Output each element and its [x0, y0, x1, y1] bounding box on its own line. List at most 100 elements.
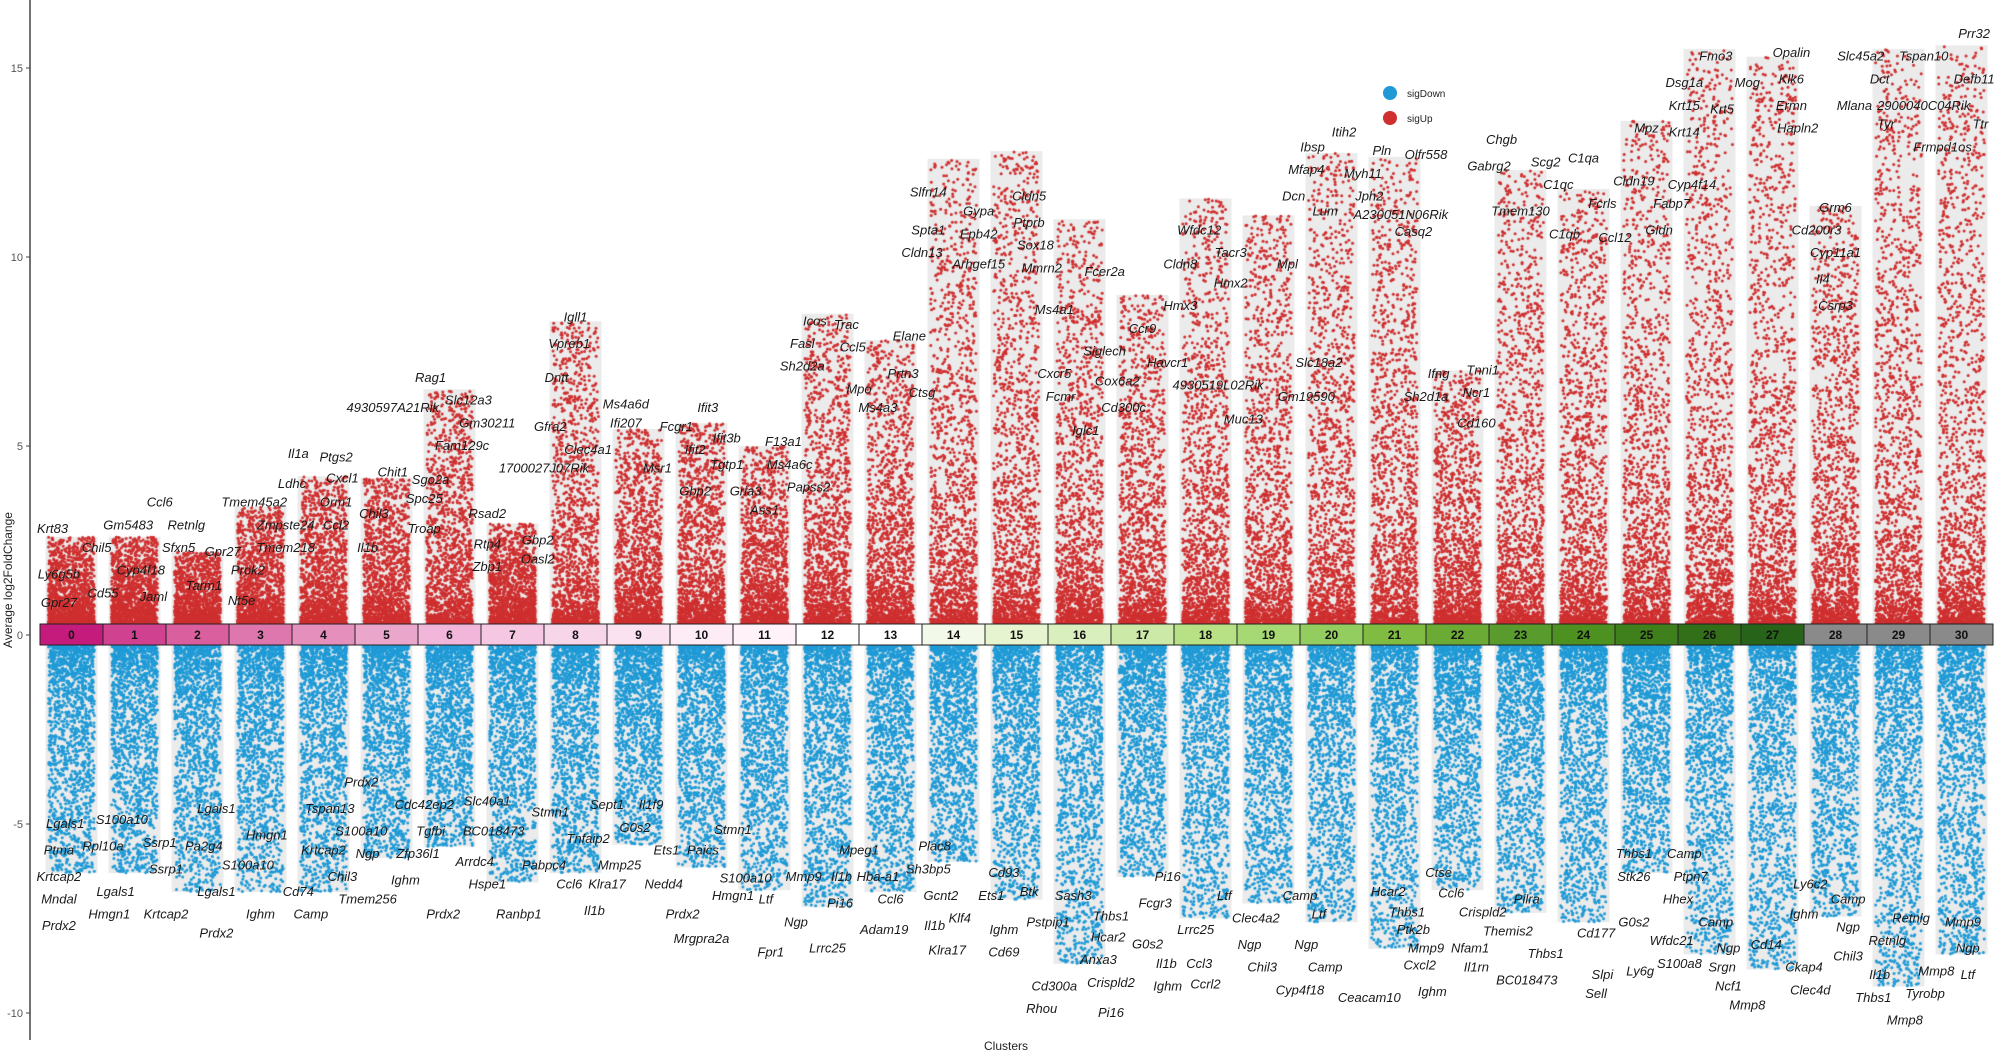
gene-label: Ccrl2 — [1190, 976, 1221, 991]
gene-label: Ly6g — [1626, 963, 1655, 978]
gene-label: 4930519L02Rik — [1173, 378, 1266, 393]
gene-label: Wfdc12 — [1177, 223, 1222, 238]
gene-label: Fmo3 — [1699, 49, 1733, 64]
gene-label: Camp — [1308, 960, 1343, 975]
gene-label: Ngp — [356, 846, 380, 861]
gene-label: Klf4 — [949, 911, 971, 926]
gene-label: Mmrn2 — [1021, 260, 1062, 275]
gene-label: Camp — [294, 907, 329, 922]
gene-label: Cldn19 — [1613, 173, 1654, 188]
gene-label: Ssrp1 — [143, 835, 177, 850]
cluster-21-label: 21 — [1388, 628, 1402, 642]
gene-label: Ltf — [1312, 907, 1328, 922]
cluster-12-label: 12 — [821, 628, 835, 642]
gene-label: Prdx2 — [666, 907, 701, 922]
gene-label: Tspan10 — [1899, 49, 1949, 64]
cluster-26-label: 26 — [1703, 628, 1717, 642]
gene-label: Klra17 — [928, 942, 966, 957]
gene-label: Elane — [893, 328, 926, 343]
gene-label: Plac8 — [918, 839, 951, 854]
gene-label: Tyrobp — [1905, 986, 1945, 1001]
gene-label: 1700027J07Rik — [499, 461, 591, 476]
gene-label: Msr1 — [643, 461, 672, 476]
gene-label: Fcmr — [1046, 389, 1076, 404]
gene-label: Ncr1 — [1463, 385, 1490, 400]
gene-label: Hba-a1 — [857, 869, 900, 884]
gene-label: Fcrls — [1588, 196, 1617, 211]
gene-label: Ms4a6c — [767, 457, 813, 472]
gene-label: Chgb — [1486, 132, 1517, 147]
gene-label: Hmgn1 — [246, 827, 288, 842]
gene-label: Prdx2 — [199, 926, 234, 941]
y-tick-label: 10 — [11, 252, 23, 264]
gene-label: Cd93 — [988, 865, 1020, 880]
gene-label: Cd14 — [1751, 937, 1782, 952]
gene-label: Thbs1 — [1528, 946, 1564, 961]
gene-label: Gm5483 — [103, 517, 154, 532]
y-tick-label: 0 — [17, 630, 23, 642]
gene-label: Lgals1 — [96, 884, 134, 899]
gene-label: Thbs1 — [1616, 846, 1652, 861]
gene-label: G0s2 — [1132, 937, 1164, 952]
gene-label: Hhex — [1663, 892, 1694, 907]
gene-label: C1qc — [1543, 177, 1574, 192]
gene-label: Camp — [1283, 888, 1318, 903]
gene-label: Tmem256 — [338, 892, 397, 907]
gene-label: Sgo2a — [412, 472, 450, 487]
gene-label: Ltf — [759, 892, 775, 907]
gene-label: Prr32 — [1958, 26, 1991, 41]
gene-label: Slpi — [1592, 967, 1615, 982]
gene-label: Prok2 — [231, 563, 266, 578]
gene-label: Paics — [687, 842, 719, 857]
gene-label: Sh2d1a — [1404, 389, 1449, 404]
gene-label: Crispld2 — [1459, 905, 1507, 920]
gene-label: Cd74 — [283, 884, 314, 899]
gene-label: Cd69 — [988, 945, 1019, 960]
gene-label: Sox18 — [1017, 238, 1055, 253]
gene-label: Papss2 — [787, 480, 831, 495]
gene-label: Ceacam10 — [1338, 990, 1402, 1005]
gene-label: Ly6c2 — [1793, 876, 1828, 891]
y-tick-label: -10 — [7, 1008, 23, 1020]
gene-label: Krt83 — [37, 521, 69, 536]
gene-label: Ccl6 — [1438, 886, 1465, 901]
gene-label: Ighm — [1790, 907, 1819, 922]
gene-label: Mmp9 — [1945, 914, 1981, 929]
gene-label: Retnlg — [1869, 933, 1907, 948]
gene-label: Ifit3b — [713, 430, 741, 445]
cluster-25-label: 25 — [1640, 628, 1654, 642]
gene-label: A230051N06Rik — [1352, 207, 1449, 222]
gene-label: Ms4a3 — [858, 400, 898, 415]
gene-label: Lum — [1313, 204, 1338, 219]
y-tick-label: 15 — [11, 63, 23, 75]
gene-label: Slc40a1 — [464, 793, 511, 808]
gene-label: Gpr27 — [205, 544, 242, 559]
gene-label: Cxcr5 — [1037, 366, 1072, 381]
gene-label: Camp — [1667, 846, 1702, 861]
cluster-8-label: 8 — [572, 628, 579, 642]
cluster-3-label: 3 — [257, 628, 264, 642]
gene-label: Cd200r3 — [1792, 223, 1843, 238]
gene-label: Defb11 — [1954, 71, 1995, 86]
gene-label: Il1a — [288, 446, 309, 461]
gene-label: Pstpip1 — [1026, 914, 1069, 929]
gene-label: Hcar2 — [1371, 884, 1406, 899]
gene-label: Klk6 — [1779, 71, 1805, 86]
gene-label: Pilra — [1514, 892, 1540, 907]
gene-label: Ighm — [1153, 979, 1182, 994]
gene-label: S100a10 — [96, 812, 149, 827]
gene-label: Lrrc25 — [1177, 922, 1215, 937]
gene-label: Krtcap2 — [301, 842, 347, 857]
gene-label: Fcgr1 — [660, 419, 693, 434]
gene-label: Cyp4f18 — [117, 563, 166, 578]
gene-label: Ass1 — [749, 502, 779, 517]
gene-label: Pa2g4 — [185, 839, 223, 854]
gene-label: Myh11 — [1344, 166, 1382, 181]
gene-label: Il1rn — [1464, 960, 1489, 975]
gene-label: Gldn — [1645, 223, 1672, 238]
cluster-2-label: 2 — [194, 628, 201, 642]
gene-label: BC018473 — [463, 824, 525, 839]
gene-label: F13a1 — [765, 434, 802, 449]
gene-label: Trac — [834, 317, 860, 332]
